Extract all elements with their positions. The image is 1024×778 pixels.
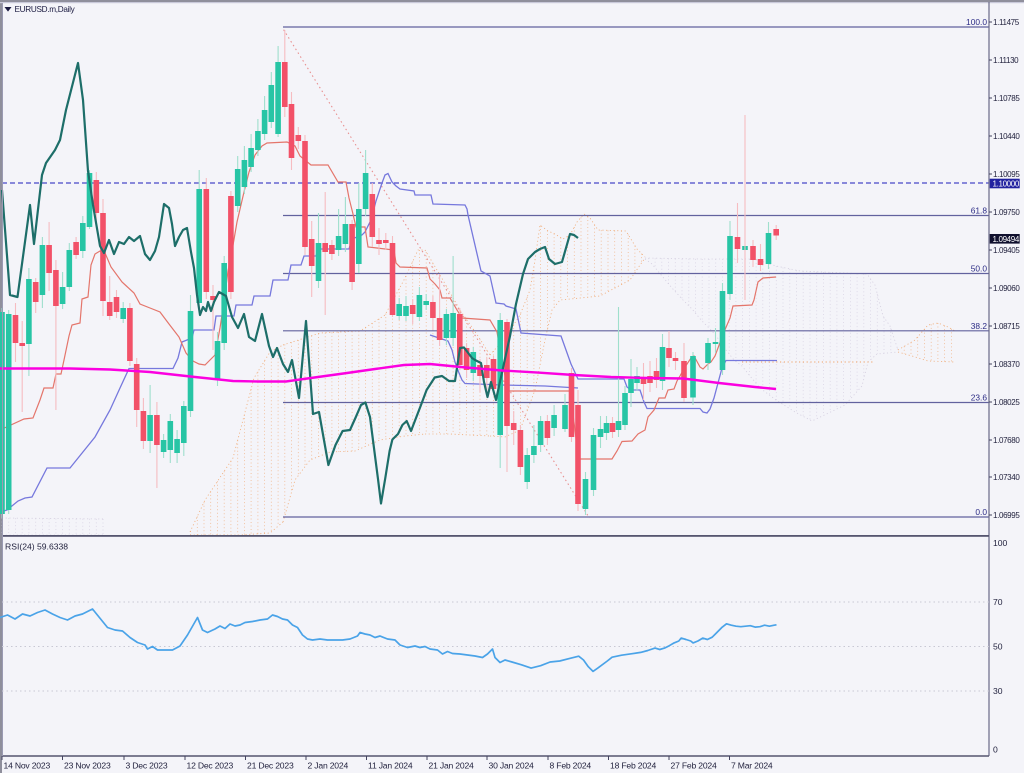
svg-text:EURUSD.m,Daily: EURUSD.m,Daily	[15, 5, 76, 14]
svg-text:70: 70	[993, 597, 1003, 607]
svg-text:1.10095: 1.10095	[993, 170, 1020, 179]
svg-text:50: 50	[993, 642, 1003, 652]
svg-text:18 Feb 2024: 18 Feb 2024	[610, 761, 656, 771]
svg-text:1.11130: 1.11130	[993, 56, 1019, 65]
svg-text:1.09750: 1.09750	[993, 208, 1020, 217]
svg-text:30: 30	[993, 686, 1003, 696]
svg-text:1.11475: 1.11475	[993, 18, 1020, 27]
svg-text:38.2: 38.2	[971, 321, 988, 331]
svg-text:50.0: 50.0	[971, 264, 988, 274]
svg-text:7 Mar 2024: 7 Mar 2024	[731, 761, 773, 771]
svg-text:0.0: 0.0	[975, 507, 987, 517]
svg-text:0: 0	[993, 745, 998, 755]
svg-text:61.8: 61.8	[971, 206, 988, 216]
svg-text:1.07340: 1.07340	[993, 473, 1020, 482]
svg-text:14 Nov 2023: 14 Nov 2023	[4, 761, 51, 771]
svg-text:3 Dec 2023: 3 Dec 2023	[126, 761, 168, 771]
svg-text:100.0: 100.0	[966, 17, 987, 27]
svg-text:1.08370: 1.08370	[993, 360, 1020, 369]
svg-text:21 Dec 2023: 21 Dec 2023	[247, 761, 294, 771]
svg-text:100: 100	[993, 538, 1008, 548]
svg-text:8 Feb 2024: 8 Feb 2024	[550, 761, 592, 771]
svg-text:11 Jan 2024: 11 Jan 2024	[368, 761, 413, 771]
svg-text:23 Nov 2023: 23 Nov 2023	[64, 761, 111, 771]
svg-text:1.08715: 1.08715	[993, 322, 1020, 331]
svg-text:27 Feb 2024: 27 Feb 2024	[671, 761, 717, 771]
svg-text:30 Jan 2024: 30 Jan 2024	[489, 761, 535, 771]
svg-text:1.09060: 1.09060	[993, 284, 1020, 293]
svg-text:1.10000: 1.10000	[993, 179, 1020, 188]
svg-text:2 Jan 2024: 2 Jan 2024	[308, 761, 349, 771]
svg-text:1.10785: 1.10785	[993, 94, 1020, 103]
svg-text:12 Dec 2023: 12 Dec 2023	[187, 761, 234, 771]
svg-text:1.06995: 1.06995	[993, 511, 1020, 520]
svg-text:1.07680: 1.07680	[993, 436, 1020, 445]
svg-text:RSI(24) 59.6338: RSI(24) 59.6338	[5, 542, 68, 552]
svg-text:23.6: 23.6	[971, 393, 988, 403]
svg-text:1.08025: 1.08025	[993, 398, 1020, 407]
svg-text:1.10440: 1.10440	[993, 132, 1020, 141]
svg-text:21 Jan 2024: 21 Jan 2024	[429, 761, 475, 771]
svg-text:1.09494: 1.09494	[993, 235, 1020, 244]
svg-text:1.09405: 1.09405	[993, 246, 1020, 255]
